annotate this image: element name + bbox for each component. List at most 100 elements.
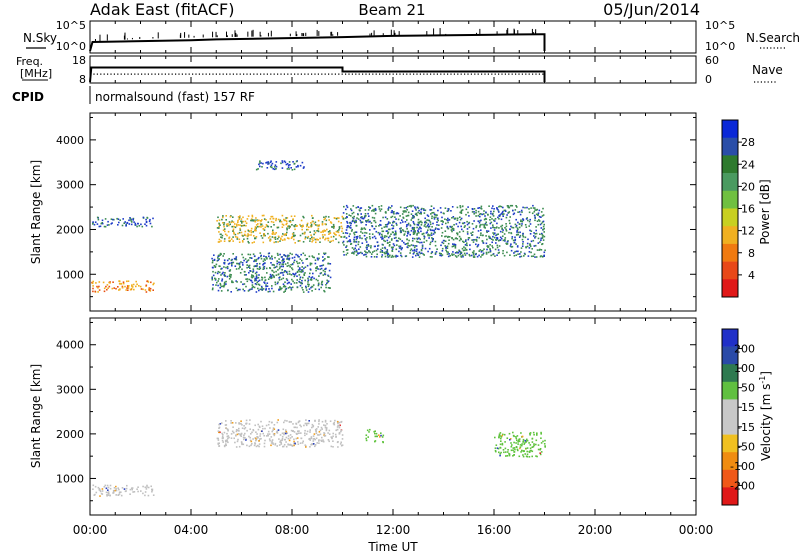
radar-cell bbox=[360, 228, 363, 231]
radar-cell bbox=[285, 432, 287, 435]
radar-cell bbox=[286, 432, 288, 434]
radar-cell bbox=[383, 239, 385, 242]
radar-cell bbox=[322, 237, 324, 239]
radar-cell bbox=[223, 445, 226, 448]
radar-cell bbox=[391, 238, 393, 240]
radar-cell bbox=[351, 252, 353, 254]
radar-cell bbox=[405, 207, 407, 209]
radar-cell bbox=[217, 255, 219, 258]
radar-cell bbox=[398, 247, 401, 249]
radar-cell bbox=[278, 438, 280, 440]
radar-cell bbox=[242, 235, 244, 237]
radar-cell bbox=[381, 254, 384, 256]
radar-cell bbox=[121, 224, 124, 227]
radar-cell bbox=[485, 221, 487, 224]
radar-cell bbox=[281, 256, 283, 258]
radar-cell bbox=[148, 287, 151, 289]
radar-cell bbox=[284, 270, 286, 272]
radar-cell bbox=[529, 447, 532, 450]
radar-cell bbox=[238, 422, 240, 424]
radar-cell bbox=[508, 454, 511, 457]
radar-cell bbox=[224, 230, 226, 233]
radar-cell bbox=[428, 247, 431, 250]
radar-cell bbox=[289, 273, 291, 275]
radar-cell bbox=[293, 225, 296, 228]
radar-cell bbox=[361, 252, 363, 255]
radar-cell bbox=[381, 230, 384, 233]
radar-cell bbox=[511, 245, 514, 248]
radar-cell bbox=[358, 248, 360, 250]
radar-cell bbox=[508, 432, 511, 435]
radar-cell bbox=[442, 239, 445, 242]
radar-cell bbox=[292, 423, 294, 425]
radar-cell bbox=[226, 265, 229, 268]
radar-cell bbox=[261, 225, 264, 227]
radar-cell bbox=[329, 232, 331, 235]
radar-cell bbox=[479, 215, 481, 218]
radar-cell bbox=[293, 259, 296, 262]
radar-cell bbox=[310, 278, 313, 281]
radar-cell bbox=[543, 251, 546, 254]
radar-cell bbox=[98, 488, 101, 490]
radar-cell bbox=[520, 251, 522, 253]
radar-cell bbox=[349, 224, 352, 227]
radar-cell bbox=[113, 218, 115, 221]
radar-cell bbox=[268, 255, 270, 258]
radar-cell bbox=[254, 260, 257, 262]
radar-cell bbox=[486, 248, 488, 251]
radar-cell bbox=[413, 223, 416, 226]
radar-cell bbox=[489, 219, 491, 221]
radar-cell bbox=[383, 251, 386, 254]
radar-cell bbox=[284, 219, 287, 221]
radar-cell bbox=[243, 233, 246, 236]
radar-cell bbox=[531, 450, 534, 453]
radar-cell bbox=[365, 439, 368, 442]
radar-cell bbox=[283, 234, 285, 236]
radar-cell bbox=[404, 243, 407, 245]
radar-cell bbox=[225, 427, 227, 429]
radar-cell bbox=[309, 429, 311, 431]
radar-cell bbox=[405, 215, 408, 217]
radar-cell bbox=[136, 225, 138, 228]
radar-cell bbox=[261, 425, 264, 427]
radar-cell bbox=[278, 444, 281, 446]
radar-cell bbox=[427, 219, 430, 222]
radar-cell bbox=[367, 436, 369, 438]
radar-cell bbox=[222, 437, 224, 439]
radar-cell bbox=[434, 253, 437, 255]
radar-cell bbox=[325, 219, 328, 222]
radar-cell bbox=[267, 232, 269, 235]
radar-cell bbox=[342, 218, 345, 220]
radar-cell bbox=[269, 235, 271, 238]
radar-cell bbox=[345, 213, 348, 215]
radar-cell bbox=[526, 242, 529, 245]
radar-cell bbox=[131, 284, 133, 286]
radar-cell bbox=[381, 247, 384, 249]
radar-cell bbox=[213, 258, 216, 261]
radar-cell bbox=[438, 228, 440, 231]
radar-cell bbox=[103, 290, 106, 293]
radar-cell bbox=[510, 246, 513, 248]
radar-cell bbox=[288, 237, 290, 240]
radar-cell bbox=[282, 261, 284, 264]
radar-cell bbox=[259, 426, 261, 428]
radar-cell bbox=[318, 420, 320, 423]
radar-cell bbox=[531, 248, 533, 250]
radar-cell bbox=[266, 167, 269, 169]
radar-cell bbox=[541, 237, 544, 239]
radar-cell bbox=[506, 455, 509, 457]
radar-cell bbox=[495, 242, 497, 244]
radar-cell bbox=[293, 162, 296, 165]
radar-cell bbox=[131, 488, 133, 491]
colorbar-swatch bbox=[722, 487, 738, 506]
radar-cell bbox=[285, 255, 287, 257]
radar-cell bbox=[502, 252, 504, 255]
radar-cell bbox=[330, 222, 333, 224]
radar-cell bbox=[451, 217, 453, 219]
radar-cell bbox=[229, 276, 232, 278]
radar-cell bbox=[345, 245, 348, 247]
radar-cell bbox=[262, 288, 265, 290]
radar-cell bbox=[337, 220, 340, 223]
radar-cell bbox=[459, 237, 462, 240]
radar-cell bbox=[349, 239, 351, 241]
